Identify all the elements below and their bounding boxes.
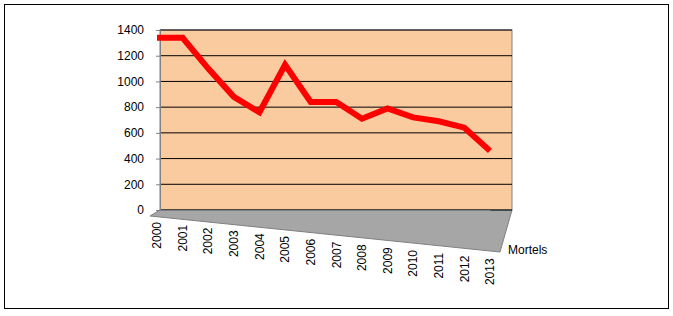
x-tick-label: 2008	[355, 244, 369, 271]
y-tick: 1400	[117, 23, 160, 37]
grid-line	[160, 184, 512, 185]
x-tick: 2001	[176, 217, 190, 252]
y-tick: 1000	[117, 75, 160, 89]
x-tick-label: 2011	[432, 252, 446, 278]
x-tick: 2002	[201, 220, 215, 255]
x-tick-label: 2012	[458, 255, 472, 282]
x-tick-label: 2005	[278, 236, 292, 263]
y-tick-label: 1200	[117, 49, 144, 63]
x-tick: 2004	[253, 225, 267, 260]
grid-line	[160, 158, 512, 159]
grid-line	[160, 81, 512, 82]
y-tick: 800	[124, 100, 160, 114]
y-tick-label: 200	[124, 178, 144, 192]
x-tick-label: 2009	[381, 247, 395, 274]
legend-label: Mortels	[508, 243, 547, 257]
x-tick: 2013	[483, 250, 497, 285]
y-axis: 0 200 400 600 800 1000 1200 1400	[117, 23, 160, 217]
y-tick-label: 800	[124, 100, 144, 114]
y-tick-mark	[156, 81, 160, 82]
x-tick-label: 2013	[483, 258, 497, 285]
chart: 0200400600800100012001400200020012002200…	[0, 0, 673, 316]
x-tick-label: 2003	[227, 230, 241, 257]
x-tick-label: 2001	[176, 224, 190, 251]
y-tick: 0	[137, 203, 160, 217]
x-tick-label: 2006	[304, 238, 318, 265]
y-tick-mark	[156, 184, 160, 185]
y-tick-label: 1000	[117, 75, 144, 89]
x-tick: 2007	[330, 234, 344, 269]
y-tick-mark	[156, 30, 160, 31]
x-tick-label: 2010	[406, 250, 420, 277]
y-tick: 200	[124, 178, 160, 192]
y-tick-label: 600	[124, 126, 144, 140]
y-tick: 400	[124, 152, 160, 166]
x-tick: 2008	[355, 236, 369, 271]
y-tick: 600	[124, 126, 160, 140]
x-tick-label: 2004	[253, 233, 267, 260]
plot-wall	[160, 30, 512, 210]
x-tick: 2011	[432, 245, 446, 279]
y-tick-label: 0	[137, 203, 144, 217]
x-axis: 2000 2001 2002 2003 2004 2005 2006 2007 2008 2009…	[150, 211, 497, 286]
chart-frame	[5, 5, 669, 309]
grid-line	[160, 132, 512, 133]
y-tick: 1200	[117, 49, 160, 63]
y-tick-mark	[156, 159, 160, 160]
grid	[160, 30, 512, 210]
y-tick-mark	[156, 133, 160, 134]
grid-line	[160, 30, 512, 31]
x-tick-label: 2000	[150, 222, 164, 249]
x-tick-label: 2007	[330, 241, 344, 268]
x-tick: 2000	[150, 214, 164, 249]
x-tick: 2005	[278, 228, 292, 263]
grid-line	[160, 55, 512, 56]
grid-line	[160, 107, 512, 108]
x-axis-line	[158, 210, 491, 211]
x-tick-label: 2002	[201, 227, 215, 254]
y-axis-line	[156, 31, 161, 211]
series-line	[157, 38, 490, 151]
y-tick-mark	[156, 56, 160, 57]
x-tick: 2006	[304, 231, 318, 266]
x-tick: 2003	[227, 222, 241, 257]
y-tick-label: 1400	[117, 23, 144, 37]
plot-marks	[157, 38, 490, 151]
y-tick-label: 400	[124, 152, 144, 166]
x-tick: 2010	[406, 242, 420, 277]
x-tick: 2009	[381, 239, 395, 274]
y-tick-mark	[156, 107, 160, 108]
x-tick: 2012	[458, 248, 472, 283]
legend: Mortels	[508, 243, 547, 257]
